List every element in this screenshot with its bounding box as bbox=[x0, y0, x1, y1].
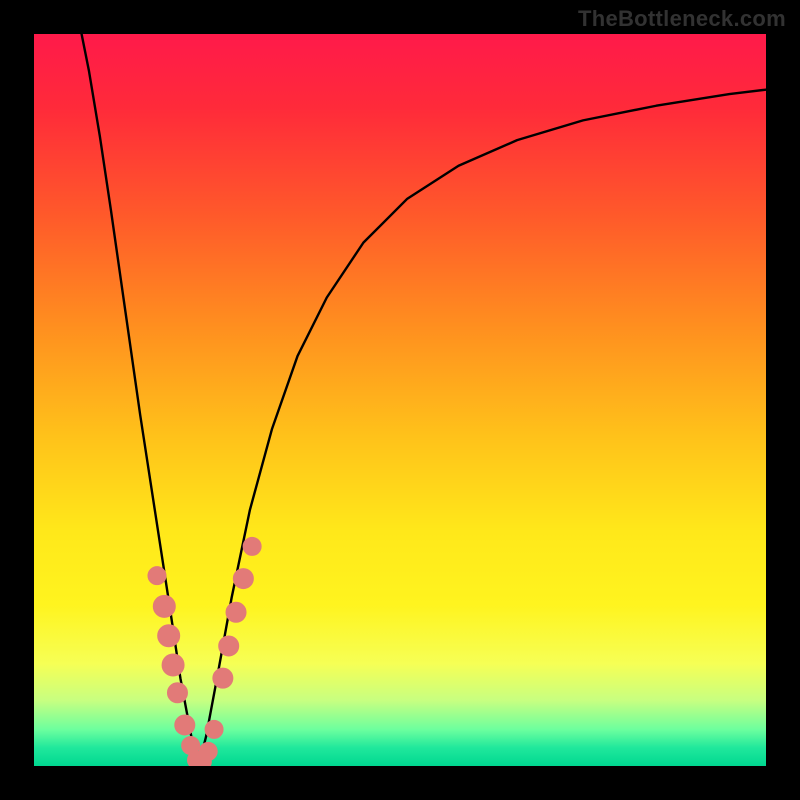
data-marker bbox=[199, 742, 217, 760]
data-marker bbox=[243, 537, 261, 555]
data-marker bbox=[205, 720, 223, 738]
data-marker bbox=[175, 715, 195, 735]
chart-root: TheBottleneck.com bbox=[0, 0, 800, 800]
watermark-text: TheBottleneck.com bbox=[578, 6, 786, 32]
data-marker bbox=[167, 683, 187, 703]
chart-svg bbox=[0, 0, 800, 800]
data-marker bbox=[148, 567, 166, 585]
data-marker bbox=[158, 625, 180, 647]
data-marker bbox=[162, 654, 184, 676]
data-marker bbox=[226, 602, 246, 622]
data-marker bbox=[219, 636, 239, 656]
plot-background-gradient bbox=[34, 34, 766, 766]
data-marker bbox=[153, 595, 175, 617]
data-marker bbox=[213, 668, 233, 688]
data-marker bbox=[233, 569, 253, 589]
